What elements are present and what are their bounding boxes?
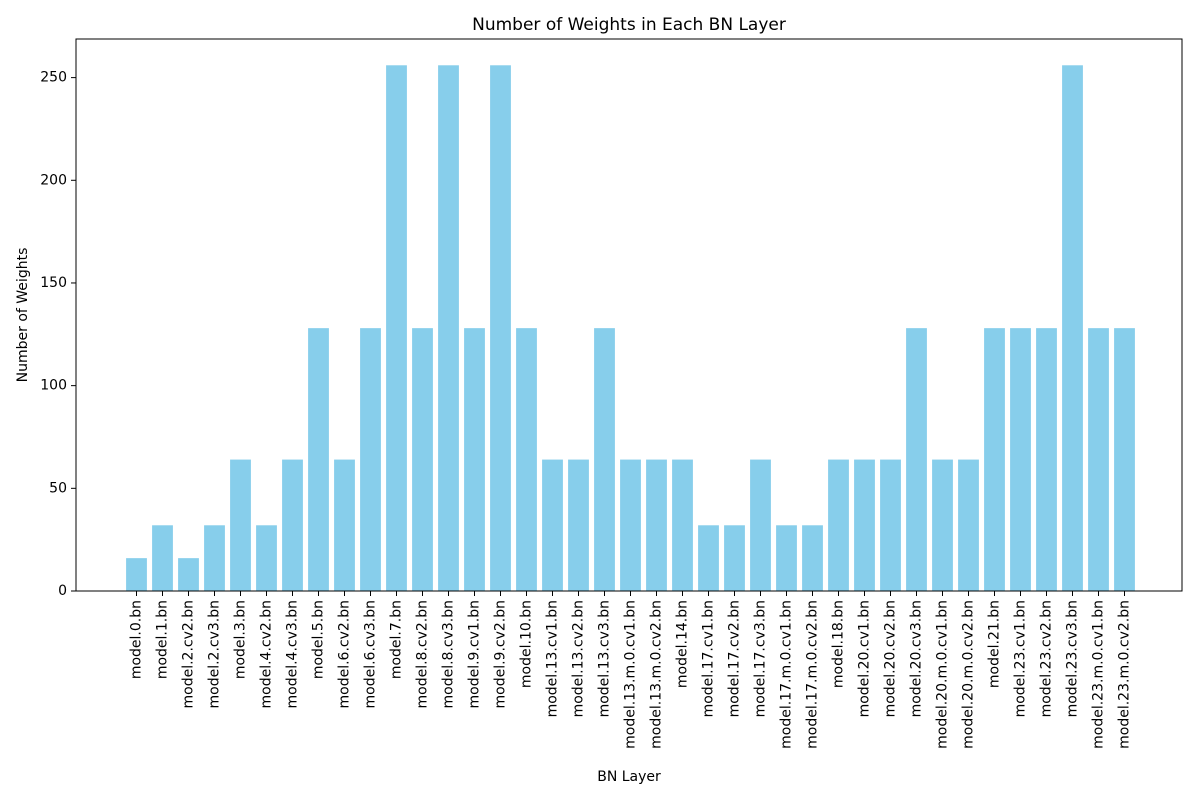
bar-model-23-m-0-cv2-bn (1114, 328, 1135, 591)
bar-model-8-cv3-bn (438, 65, 459, 592)
x-tick-label: model.17.cv3.bn (753, 600, 769, 717)
x-tick-label: model.21.bn (987, 600, 1003, 688)
bar-model-10-bn (516, 328, 537, 591)
bar-model-18-bn (828, 459, 849, 591)
bar-model-20-m-0-cv2-bn (958, 459, 979, 591)
x-axis-label: BN Layer (597, 769, 661, 785)
x-tick-label: model.17.m.0.cv1.bn (779, 600, 795, 749)
x-tick-label: model.20.cv3.bn (909, 600, 925, 717)
x-tick-label: model.20.cv2.bn (883, 600, 899, 717)
bar-model-5-bn (308, 328, 329, 591)
bar-model-9-cv2-bn (490, 65, 511, 592)
x-tick-label: model.9.cv2.bn (493, 600, 509, 709)
y-axis: 0 50 100 150 200 250 (40, 70, 76, 599)
bar-model-17-m-0-cv2-bn (802, 525, 823, 591)
bar-model-13-m-0-cv1-bn (620, 459, 641, 591)
x-tick-label: model.17.cv1.bn (701, 600, 717, 717)
bar-model-1-bn (152, 525, 173, 591)
x-tick-label: model.10.bn (519, 600, 535, 688)
y-tick-label: 50 (49, 480, 67, 496)
bar-model-0-bn (126, 558, 147, 591)
x-tick-label: model.2.cv3.bn (207, 600, 223, 709)
x-tick-label: model.23.m.0.cv1.bn (1091, 600, 1107, 749)
bar-model-7-bn (386, 65, 407, 592)
x-tick-label: model.13.m.0.cv2.bn (649, 600, 665, 749)
bar-model-3-bn (230, 459, 251, 591)
bar-model-20-cv3-bn (906, 328, 927, 591)
bar-model-17-cv1-bn (698, 525, 719, 591)
bar-model-23-cv1-bn (1010, 328, 1031, 591)
y-tick-label: 200 (40, 172, 67, 188)
y-tick-label: 0 (58, 583, 67, 599)
bar-model-20-m-0-cv1-bn (932, 459, 953, 591)
y-axis-label: Number of Weights (15, 248, 31, 383)
x-tick-label: model.7.bn (389, 600, 405, 679)
bar-model-23-m-0-cv1-bn (1088, 328, 1109, 591)
x-tick-label: model.13.cv2.bn (571, 600, 587, 717)
x-tick-label: model.6.cv3.bn (363, 600, 379, 709)
x-tick-label: model.2.cv2.bn (181, 600, 197, 709)
bar-model-23-cv2-bn (1036, 328, 1057, 591)
x-tick-label: model.1.bn (155, 600, 171, 679)
bar-model-23-cv3-bn (1062, 65, 1083, 592)
x-tick-label: model.17.m.0.cv2.bn (805, 600, 821, 749)
x-tick-label: model.23.m.0.cv2.bn (1117, 600, 1133, 749)
y-tick-label: 150 (40, 275, 67, 291)
chart-title: Number of Weights in Each BN Layer (472, 15, 786, 35)
x-tick-label: model.23.cv3.bn (1065, 600, 1081, 717)
bar-model-4-cv2-bn (256, 525, 277, 591)
x-tick-label: model.13.cv3.bn (597, 600, 613, 717)
x-tick-label: model.6.cv2.bn (337, 600, 353, 709)
bar-model-13-cv1-bn (542, 459, 563, 591)
bar-model-2-cv2-bn (178, 558, 199, 591)
x-tick-label: model.17.cv2.bn (727, 600, 743, 717)
bar-model-9-cv1-bn (464, 328, 485, 591)
bar-model-8-cv2-bn (412, 328, 433, 591)
x-tick-label: model.5.bn (311, 600, 327, 679)
x-tick-label: model.23.cv2.bn (1039, 600, 1055, 717)
x-axis: model.0.bn model.1.bn model.2.cv2.bn model.… (129, 591, 1133, 749)
x-tick-label: model.8.cv2.bn (415, 600, 431, 709)
x-tick-label: model.23.cv1.bn (1013, 600, 1029, 717)
x-tick-label: model.3.bn (233, 600, 249, 679)
x-tick-label: model.4.cv3.bn (285, 600, 301, 709)
x-tick-label: model.13.m.0.cv1.bn (623, 600, 639, 749)
bar-model-17-m-0-cv1-bn (776, 525, 797, 591)
x-tick-label: model.18.bn (831, 600, 847, 688)
bar-model-13-m-0-cv2-bn (646, 459, 667, 591)
bar-model-20-cv1-bn (854, 459, 875, 591)
bar-model-21-bn (984, 328, 1005, 591)
bar-model-2-cv3-bn (204, 525, 225, 591)
bar-model-17-cv2-bn (724, 525, 745, 591)
bar-model-6-cv3-bn (360, 328, 381, 591)
bar-model-20-cv2-bn (880, 459, 901, 591)
x-tick-label: model.0.bn (129, 600, 145, 679)
bar-model-14-bn (672, 459, 693, 591)
x-tick-label: model.4.cv2.bn (259, 600, 275, 709)
x-tick-label: model.13.cv1.bn (545, 600, 561, 717)
bar-model-13-cv2-bn (568, 459, 589, 591)
bar-model-13-cv3-bn (594, 328, 615, 591)
x-tick-label: model.20.cv1.bn (857, 600, 873, 717)
x-tick-label: model.9.cv1.bn (467, 600, 483, 709)
bars-group (126, 65, 1135, 592)
bar-model-4-cv3-bn (282, 459, 303, 591)
bar-model-6-cv2-bn (334, 459, 355, 591)
y-tick-label: 250 (40, 70, 67, 86)
x-tick-label: model.8.cv3.bn (441, 600, 457, 709)
y-tick-label: 100 (40, 378, 67, 394)
x-tick-label: model.20.m.0.cv1.bn (935, 600, 951, 749)
x-tick-label: model.14.bn (675, 600, 691, 688)
x-tick-label: model.20.m.0.cv2.bn (961, 600, 977, 749)
bar-model-17-cv3-bn (750, 459, 771, 591)
plot-frame (75, 38, 1183, 592)
